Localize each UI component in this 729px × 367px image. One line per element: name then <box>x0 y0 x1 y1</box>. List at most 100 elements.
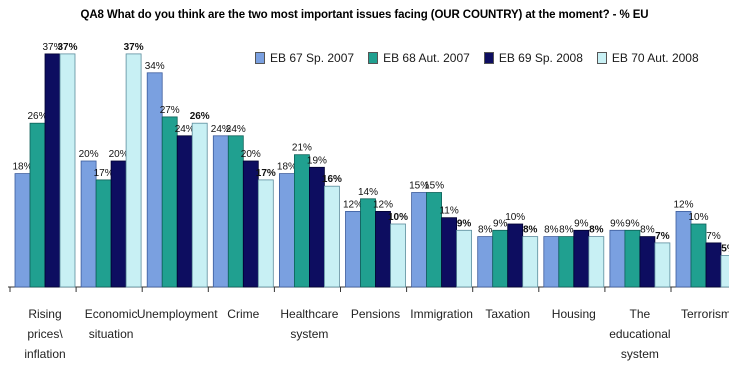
bar-1-2 <box>110 160 127 288</box>
bar-4-0 <box>278 173 295 288</box>
value-label-8-3: 8% <box>589 225 604 236</box>
bar-7-2 <box>507 223 524 288</box>
value-label-1-2: 20% <box>109 149 129 160</box>
legend-label-eb69: EB 69 Sp. 2008 <box>498 51 583 65</box>
bar-7-1 <box>492 229 509 288</box>
value-label-3-1: 24% <box>226 124 246 135</box>
bar-0-0 <box>14 173 31 288</box>
bar-10-1 <box>690 223 707 288</box>
value-label-9-0: 9% <box>610 218 625 229</box>
value-label-5-0: 12% <box>343 199 363 210</box>
value-label-6-2: 11% <box>439 206 458 217</box>
bar-2-2 <box>176 135 193 288</box>
value-label-9-1: 9% <box>625 218 640 229</box>
bar-5-3 <box>390 223 406 288</box>
value-label-0-3: 37% <box>57 42 77 53</box>
bar-8-0 <box>543 236 560 288</box>
bar-1-1 <box>95 179 112 288</box>
value-label-3-2: 20% <box>241 149 261 160</box>
value-label-3-3: 17% <box>256 168 276 179</box>
value-label-9-2: 8% <box>640 225 655 236</box>
bar-6-3 <box>456 229 473 288</box>
value-label-4-2: 19% <box>307 155 327 166</box>
value-label-1-0: 20% <box>79 149 99 160</box>
category-label-1: Economic situation <box>85 307 138 341</box>
bar-0-2 <box>44 53 61 288</box>
bar-3-2 <box>242 160 259 288</box>
value-label-5-1: 14% <box>358 187 378 198</box>
bar-0-3 <box>59 53 76 288</box>
bar-0-1 <box>29 122 46 288</box>
value-label-10-0: 12% <box>673 199 693 210</box>
value-label-2-0: 34% <box>145 61 165 72</box>
category-label-2: Unemployment <box>137 307 218 321</box>
value-label-3-0: 24% <box>211 124 231 135</box>
bar-3-0 <box>212 135 229 288</box>
legend-swatch-eb67 <box>255 52 265 64</box>
value-label-1-1: 17% <box>94 168 114 179</box>
value-label-7-0: 8% <box>478 225 493 236</box>
value-label-7-3: 8% <box>523 225 538 236</box>
legend-swatch-eb69 <box>483 52 494 64</box>
value-label-0-2: 37% <box>42 42 62 53</box>
bar-9-1 <box>624 229 641 288</box>
bar-9-3 <box>654 242 671 288</box>
legend-swatch-eb68 <box>368 52 379 64</box>
value-label-7-1: 9% <box>493 218 508 229</box>
bar-3-3 <box>257 179 274 288</box>
bar-6-2 <box>441 217 458 288</box>
value-label-2-2: 24% <box>175 124 195 135</box>
bar-8-3 <box>588 236 605 288</box>
value-label-0-0: 18% <box>12 162 32 173</box>
value-label-0-1: 26% <box>27 111 47 122</box>
legend-label-eb70: EB 70 Aut. 2008 <box>611 51 699 65</box>
value-label-1-3: 37% <box>124 42 144 53</box>
legend-label-eb68: EB 68 Aut. 2007 <box>383 51 470 65</box>
bar-2-1 <box>161 116 178 288</box>
bar-1-3 <box>125 53 142 288</box>
bar-9-2 <box>639 236 656 288</box>
value-label-10-2: 7% <box>706 231 721 242</box>
bar-10-2 <box>705 242 722 288</box>
value-label-5-3: 10% <box>388 212 408 223</box>
value-label-4-0: 18% <box>277 162 297 173</box>
category-label-0: Rising prices\ inflation <box>24 307 65 361</box>
bar-8-1 <box>558 236 575 288</box>
bar-2-3 <box>191 122 208 288</box>
legend: EB 67 Sp. 2007 EB 68 Aut. 2007 EB 69 Sp.… <box>255 50 713 66</box>
value-label-6-1: 15% <box>424 181 444 192</box>
bar-6-0 <box>411 192 428 288</box>
bar-1-0 <box>80 160 97 288</box>
value-label-10-1: 10% <box>688 212 708 223</box>
value-label-7-2: 10% <box>505 212 525 223</box>
bar-10-3 <box>720 255 729 288</box>
value-label-2-1: 27% <box>160 105 180 116</box>
bar-8-2 <box>573 229 590 288</box>
value-label-8-0: 8% <box>544 225 559 236</box>
value-label-6-3: 9% <box>457 218 472 229</box>
value-label-9-3: 7% <box>655 231 670 242</box>
bar-9-0 <box>609 229 626 288</box>
bar-7-0 <box>477 236 494 288</box>
bar-5-1 <box>360 198 376 288</box>
bar-4-1 <box>293 154 310 288</box>
legend-item-eb68: EB 68 Aut. 2007 <box>368 51 470 65</box>
bar-4-3 <box>323 185 340 288</box>
value-label-10-3: 5% <box>721 244 729 255</box>
value-label-5-2: 12% <box>373 199 393 210</box>
category-label-7: Taxation <box>485 307 530 321</box>
category-label-3: Crime <box>227 307 259 321</box>
bar-5-0 <box>345 210 361 288</box>
legend-item-eb67: EB 67 Sp. 2007 <box>255 51 354 65</box>
legend-swatch-eb70 <box>596 52 607 64</box>
value-label-4-1: 21% <box>292 143 312 154</box>
category-label-10: Terrorism <box>681 307 729 321</box>
legend-item-eb70: EB 70 Aut. 2008 <box>596 51 699 65</box>
category-label-5: Pensions <box>351 307 400 321</box>
legend-item-eb69: EB 69 Sp. 2008 <box>483 51 583 65</box>
category-label-6: Immigration <box>410 307 473 321</box>
value-label-2-3: 26% <box>190 111 210 122</box>
value-label-8-1: 8% <box>559 225 574 236</box>
category-label-9: The educational system <box>609 307 670 361</box>
